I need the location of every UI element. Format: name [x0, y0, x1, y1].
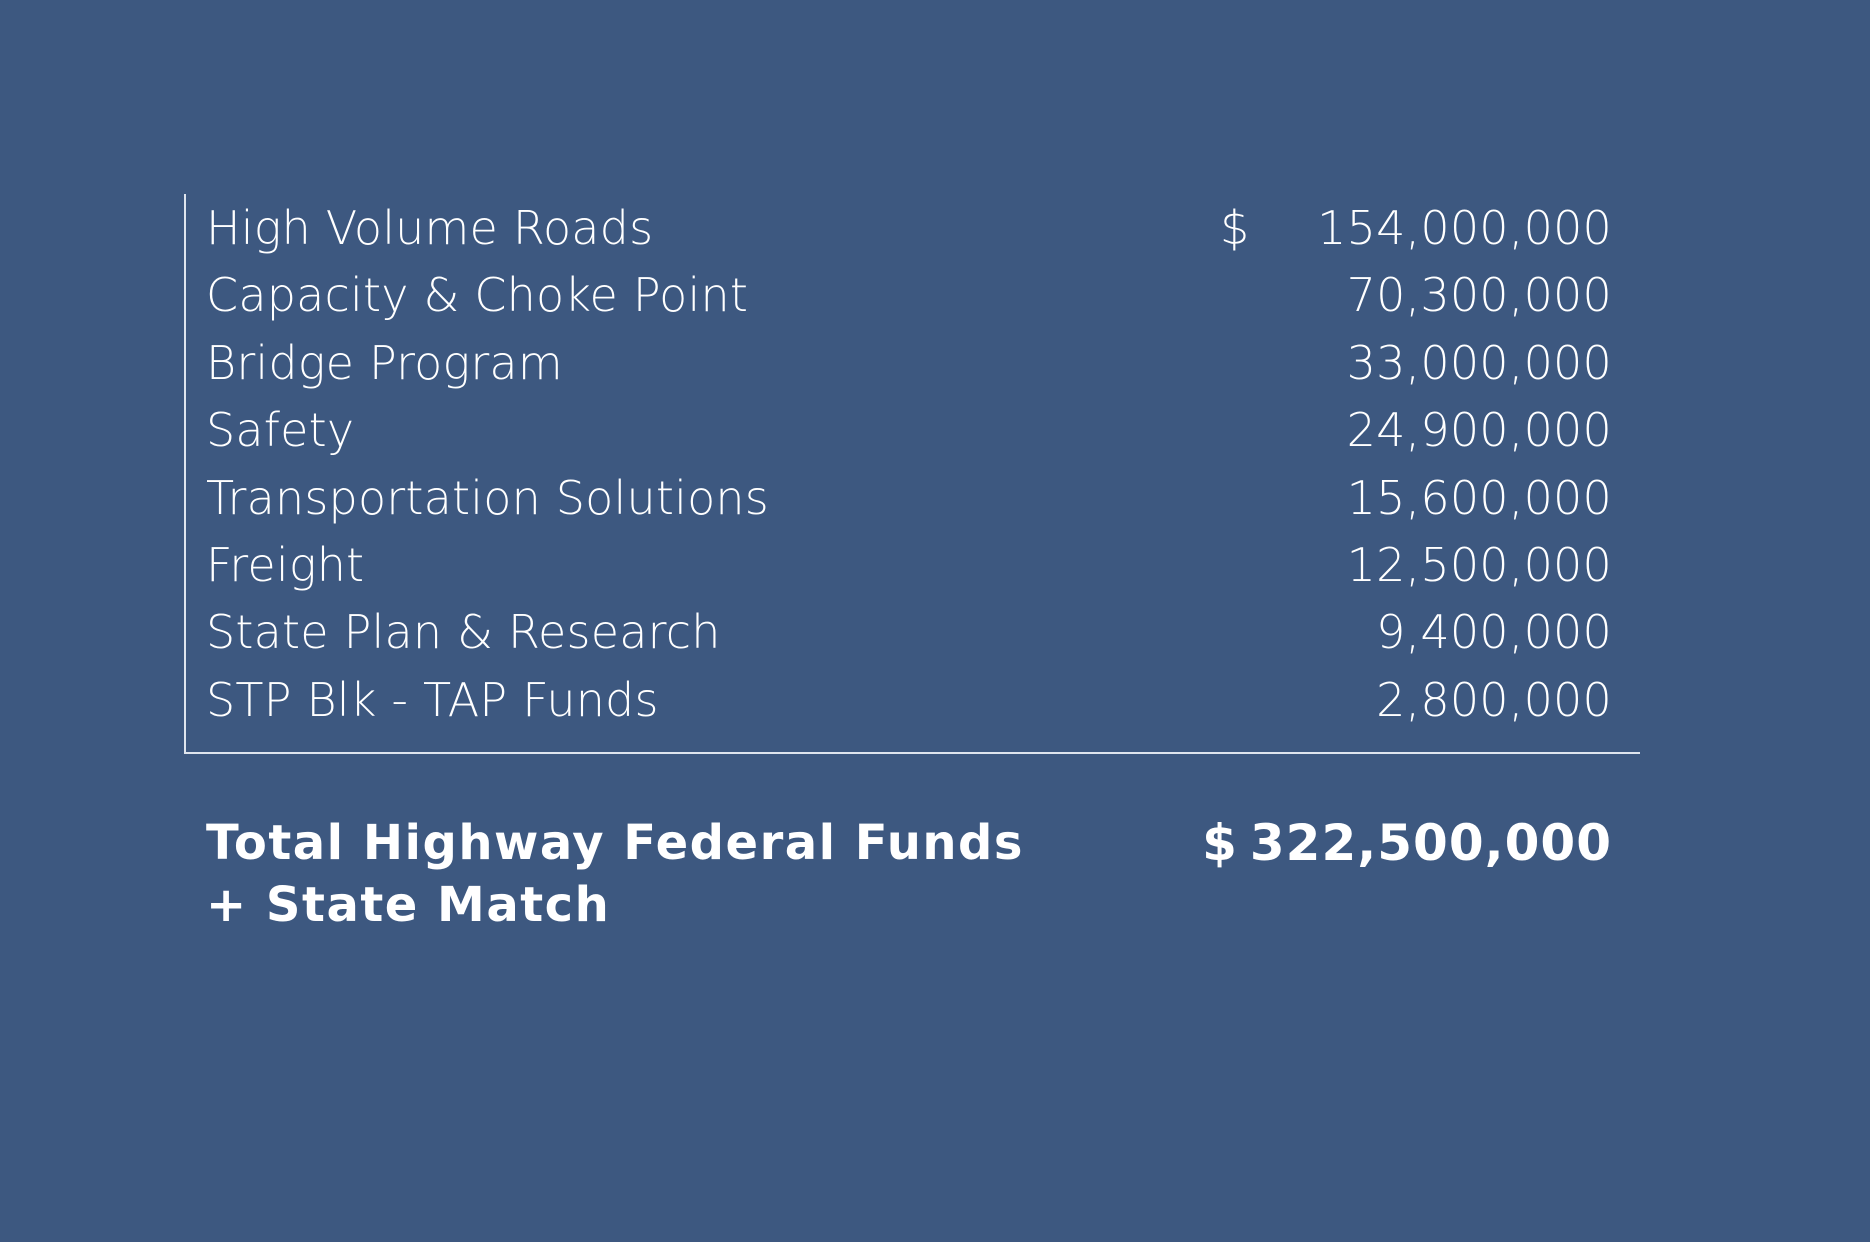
table-row-bridge-program: Bridge Program 33,000,000 — [206, 329, 1612, 397]
row-value: 70,300,000 — [1346, 268, 1612, 322]
currency-symbol: $ — [1220, 201, 1250, 255]
total-currency-symbol: $ — [1202, 814, 1238, 872]
table-row-state-plan-research: State Plan & Research 9,400,000 — [206, 598, 1612, 666]
row-label: Bridge Program — [206, 336, 563, 390]
row-label: Capacity & Choke Point — [206, 268, 749, 322]
row-value: 9,400,000 — [1376, 605, 1612, 659]
row-value: 24,900,000 — [1346, 403, 1612, 457]
row-label: High Volume Roads — [206, 201, 654, 255]
total-value: 322,500,000 — [1249, 814, 1612, 872]
row-value: 2,800,000 — [1376, 673, 1612, 727]
row-label: STP Blk - TAP Funds — [206, 673, 659, 727]
row-value: 154,000,000 — [1317, 201, 1612, 255]
row-label: Transportation Solutions — [206, 471, 769, 525]
table-row-freight: Freight 12,500,000 — [206, 531, 1612, 599]
total-label-line2: + State Match — [206, 877, 611, 933]
table-row-high-volume-roads: High Volume Roads 154,000,000 — [206, 194, 1612, 262]
total-label-line1: Total Highway Federal Funds — [206, 815, 1024, 871]
total-section: Total Highway Federal Funds + State Matc… — [206, 812, 1612, 942]
row-value: 15,600,000 — [1346, 471, 1612, 525]
total-amount: $ 322,500,000 — [1202, 812, 1612, 874]
row-label: State Plan & Research — [206, 605, 721, 659]
row-value: 33,000,000 — [1346, 336, 1612, 390]
table-row-capacity-choke-point: Capacity & Choke Point 70,300,000 — [206, 261, 1612, 329]
row-label: Safety — [206, 403, 355, 457]
row-value: 12,500,000 — [1346, 538, 1612, 592]
table-row-safety: Safety 24,900,000 — [206, 396, 1612, 464]
table-row-stp-blk-tap-funds: STP Blk - TAP Funds 2,800,000 — [206, 666, 1612, 734]
funds-table: High Volume Roads 154,000,000 $ Capacity… — [184, 194, 1640, 754]
row-label: Freight — [206, 538, 365, 592]
table-row-transportation-solutions: Transportation Solutions 15,600,000 — [206, 464, 1612, 532]
total-label: Total Highway Federal Funds + State Matc… — [206, 812, 1024, 936]
